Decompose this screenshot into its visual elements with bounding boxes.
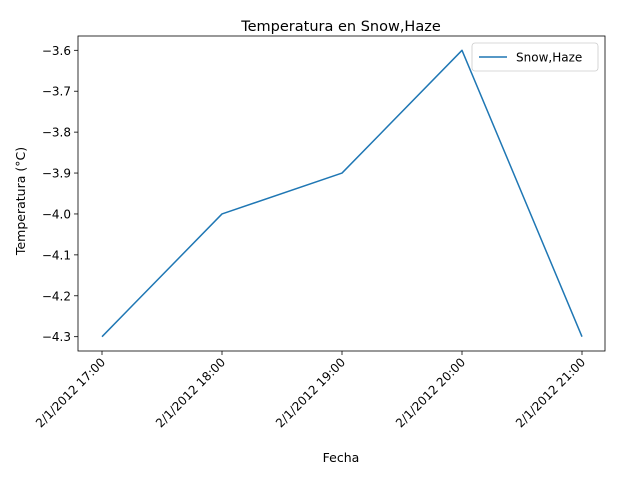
x-tick-label: 2/1/2012 17:00 bbox=[33, 355, 108, 430]
x-tick-label: 2/1/2012 21:00 bbox=[513, 355, 588, 430]
x-tick-label: 2/1/2012 18:00 bbox=[153, 355, 228, 430]
legend: Snow,Haze bbox=[471, 42, 599, 72]
y-tick-label: −3.9 bbox=[42, 167, 71, 181]
x-axis-ticks: 2/1/2012 17:00 2/1/2012 18:00 2/1/2012 19:… bbox=[33, 351, 588, 430]
plot-area bbox=[77, 35, 606, 352]
y-tick-label: −3.7 bbox=[42, 85, 71, 99]
x-axis-label: Fecha bbox=[323, 450, 360, 465]
x-tick-label: 2/1/2012 19:00 bbox=[273, 355, 348, 430]
series-line-0 bbox=[101, 49, 583, 338]
y-axis-label: Temperatura (°C) bbox=[13, 147, 28, 256]
legend-label: Snow,Haze bbox=[516, 51, 582, 65]
y-tick-label: −4.3 bbox=[42, 330, 71, 344]
legend-box bbox=[471, 42, 599, 72]
plot-frame bbox=[77, 35, 606, 352]
y-tick-label: −4.0 bbox=[42, 207, 71, 221]
y-tick-label: −4.1 bbox=[42, 248, 71, 262]
y-tick-label: −4.2 bbox=[42, 289, 71, 303]
y-tick-label: −3.8 bbox=[42, 126, 71, 140]
y-axis-ticks: −4.3 −4.2 −4.1 −4.0 −3.9 −3.8 −3.7 −3.6 bbox=[42, 44, 78, 344]
chart-title: Temperatura en Snow,Haze bbox=[240, 19, 441, 35]
y-tick-label: −3.6 bbox=[42, 44, 71, 58]
x-tick-label: 2/1/2012 20:00 bbox=[393, 355, 468, 430]
